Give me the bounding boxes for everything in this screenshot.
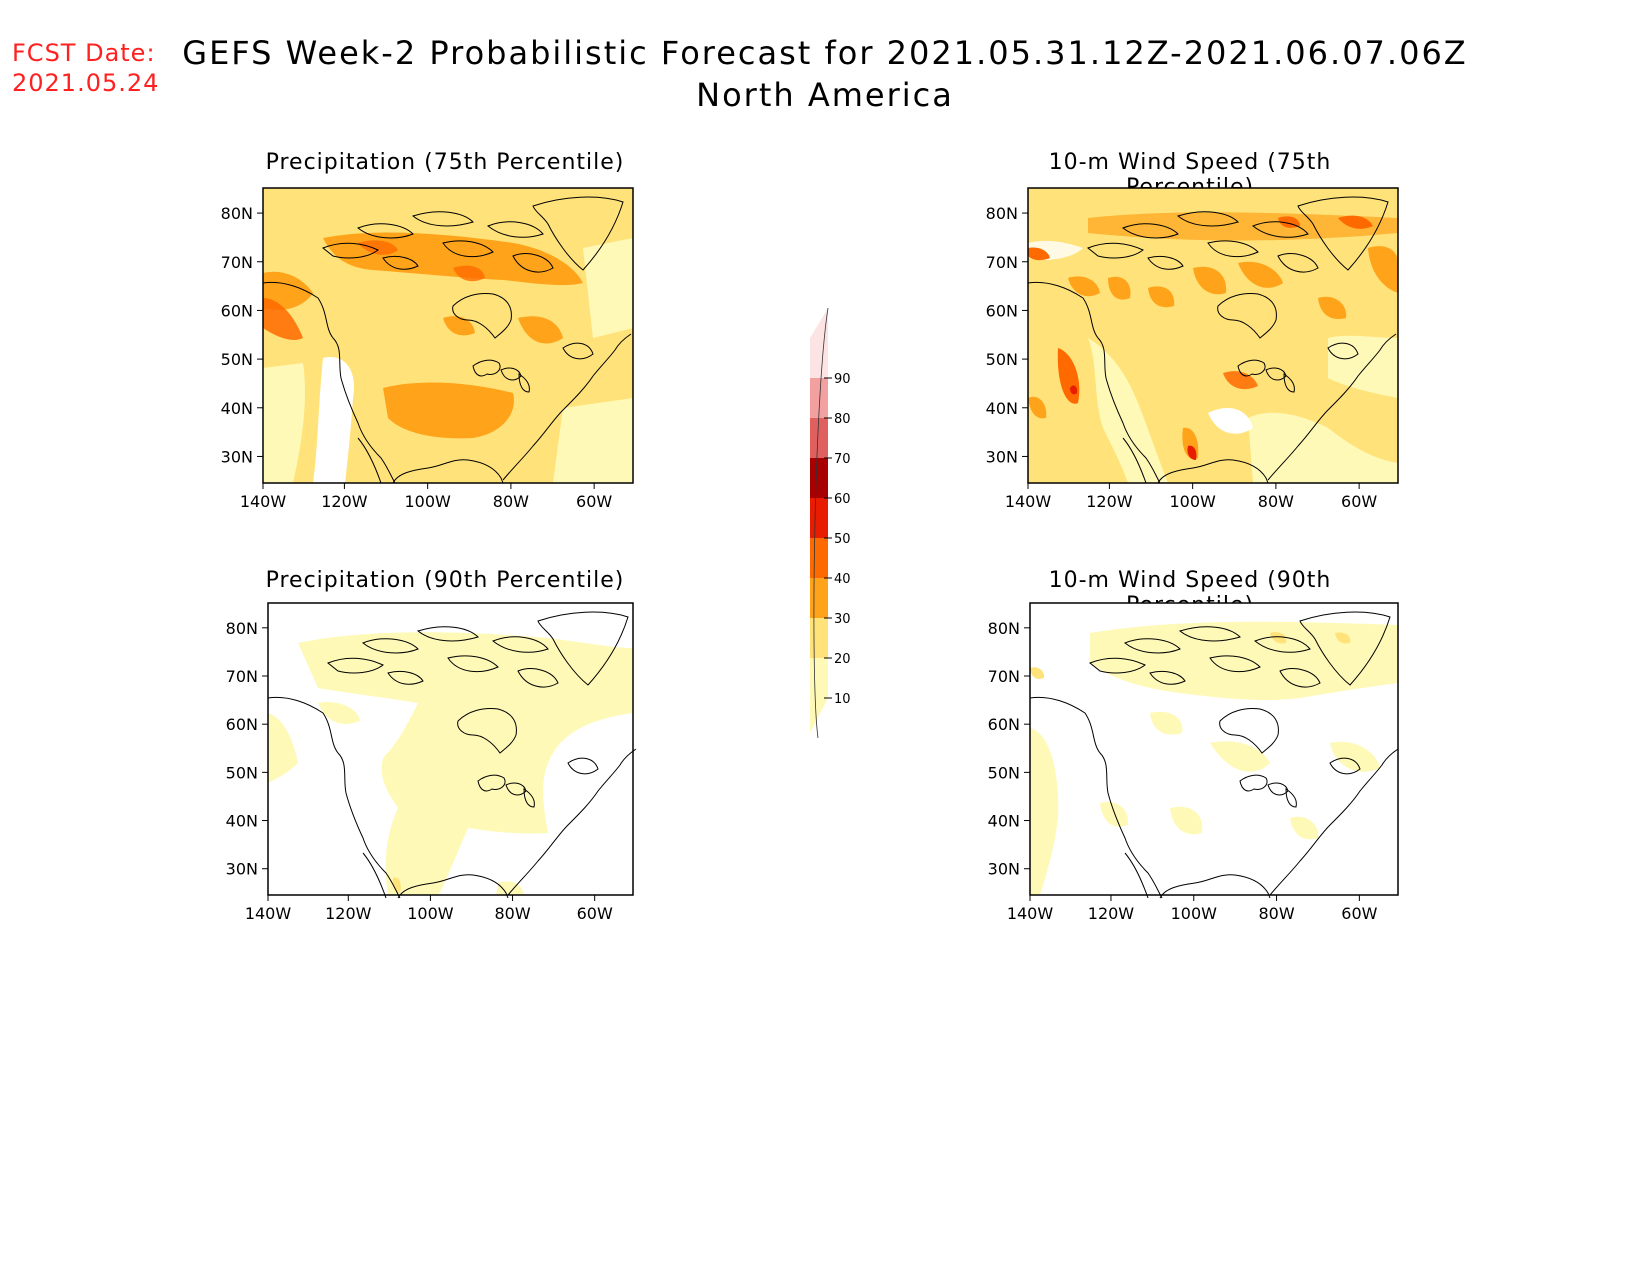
map-wind90 <box>1029 602 1399 899</box>
lat-tick-label: 70N <box>986 253 1018 272</box>
lon-tick-label: 60W <box>577 904 613 923</box>
colorbar-segment <box>810 418 828 458</box>
lat-tick-label: 30N <box>986 447 1018 466</box>
colorbar-edge <box>813 307 829 739</box>
lat-tick-label: 40N <box>988 812 1020 831</box>
colorbar-segment <box>810 498 828 538</box>
lat-tick-label: 40N <box>986 399 1018 418</box>
lon-tick-label: 120W <box>321 492 368 511</box>
lat-tick-label: 70N <box>988 667 1020 686</box>
lat-tick-label: 60N <box>221 301 253 320</box>
colorbar-label: 60 <box>834 492 851 507</box>
lon-tick-label: 120W <box>1088 904 1135 923</box>
colorbar-segment <box>810 458 828 498</box>
lon-tick-label: 100W <box>407 904 454 923</box>
panel-title-wind75: 10-m Wind Speed (75th Percentile) <box>1048 150 1332 200</box>
lon-tick-label: 100W <box>404 492 451 511</box>
lat-tick-label: 60N <box>986 301 1018 320</box>
fcst-date: 2021.05.24 <box>12 69 160 97</box>
lat-tick-label: 50N <box>226 763 258 782</box>
lon-tick-label: 120W <box>325 904 372 923</box>
lat-tick-label: 50N <box>221 350 253 369</box>
colorbar-label: 80 <box>834 412 851 427</box>
colorbar-segment <box>810 538 828 578</box>
colorbar-bottom-cap <box>810 698 828 733</box>
colorbar-segment <box>810 338 828 378</box>
main-title: GEFS Week-2 Probabilistic Forecast for 2… <box>0 32 1650 116</box>
lat-tick-label: 70N <box>226 667 258 686</box>
lon-tick-label: 60W <box>1341 904 1377 923</box>
colorbar-label: 20 <box>834 652 851 667</box>
map-precip75 <box>262 187 634 484</box>
lon-tick-label: 80W <box>1258 904 1294 923</box>
lat-tick-label: 60N <box>988 715 1020 734</box>
lon-tick-label: 100W <box>1169 492 1216 511</box>
lon-tick-label: 80W <box>1258 492 1294 511</box>
lon-tick-label: 80W <box>493 492 529 511</box>
colorbar-segment <box>810 378 828 418</box>
lon-tick-label: 100W <box>1171 904 1218 923</box>
lat-tick-label: 30N <box>226 860 258 879</box>
colorbar-top-cap <box>810 308 828 338</box>
lat-tick-label: 40N <box>221 399 253 418</box>
lon-tick-label: 140W <box>1005 492 1052 511</box>
lat-tick-label: 60N <box>226 715 258 734</box>
colorbar: 10 20 30 40 50 60 70 80 90 <box>810 307 851 739</box>
lat-tick-label: 40N <box>226 812 258 831</box>
colorbar-label: 90 <box>834 372 851 387</box>
lat-tick-label: 70N <box>221 253 253 272</box>
fcst-label: FCST Date: <box>12 39 156 67</box>
lon-tick-label: 120W <box>1086 492 1133 511</box>
lat-tick-label: 80N <box>986 204 1018 223</box>
panel-title-precip90: Precipitation (90th Percentile) <box>265 568 625 593</box>
lon-tick-label: 60W <box>576 492 612 511</box>
title-line-2: North America <box>696 76 954 114</box>
lat-tick-label: 50N <box>986 350 1018 369</box>
colorbar-segment <box>810 618 828 658</box>
colorbar-label: 70 <box>834 452 851 467</box>
lat-tick-label: 30N <box>988 860 1020 879</box>
lon-tick-label: 140W <box>1007 904 1054 923</box>
colorbar-segment <box>810 578 828 618</box>
title-line-1: GEFS Week-2 Probabilistic Forecast for 2… <box>182 34 1468 72</box>
colorbar-segment <box>810 658 828 698</box>
colorbar-label: 30 <box>834 612 851 627</box>
lon-tick-label: 140W <box>245 904 292 923</box>
forecast-date-label: FCST Date: 2021.05.24 <box>12 38 159 98</box>
map-precip90 <box>267 602 637 899</box>
colorbar-label: 40 <box>834 572 851 587</box>
lat-tick-label: 80N <box>988 619 1020 638</box>
lat-tick-label: 50N <box>988 763 1020 782</box>
lon-tick-label: 60W <box>1341 492 1377 511</box>
colorbar-label: 10 <box>834 692 851 707</box>
lon-tick-label: 140W <box>240 492 287 511</box>
lat-tick-label: 80N <box>226 619 258 638</box>
lat-tick-label: 80N <box>221 204 253 223</box>
colorbar-label: 50 <box>834 532 851 547</box>
panel-title-precip75: Precipitation (75th Percentile) <box>265 150 625 175</box>
map-wind75 <box>1027 187 1399 484</box>
lat-tick-label: 30N <box>221 447 253 466</box>
lon-tick-label: 80W <box>494 904 530 923</box>
